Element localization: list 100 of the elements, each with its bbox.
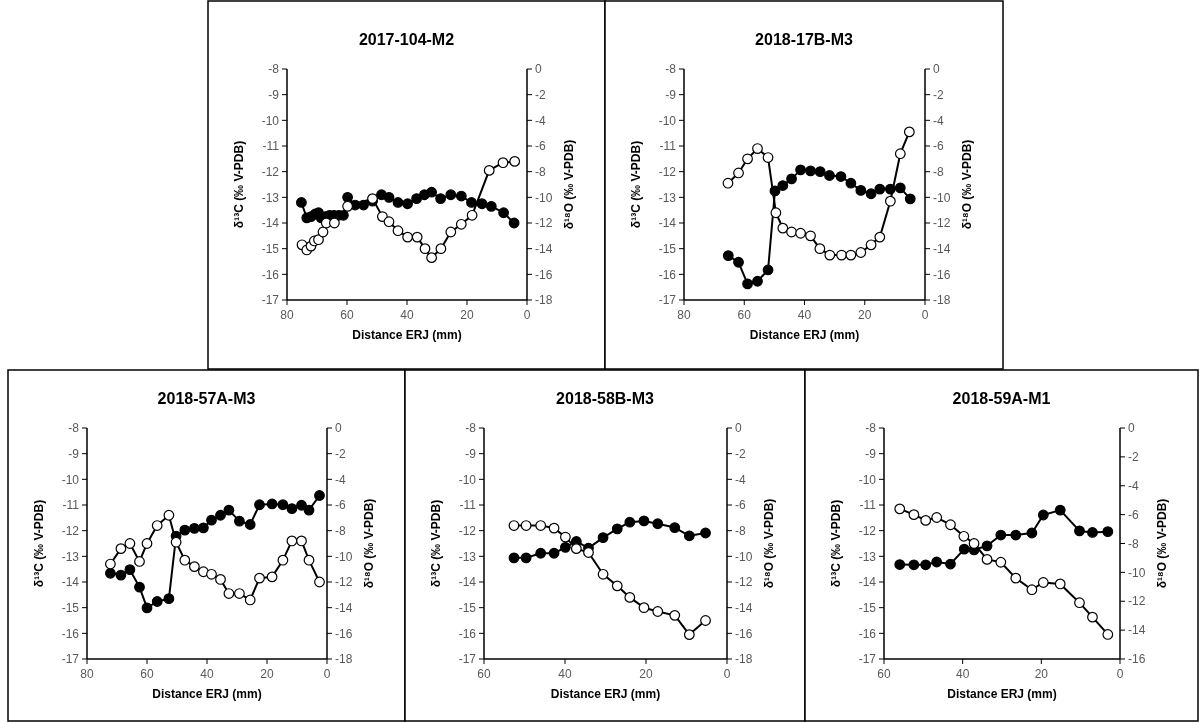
- y-axis-title: δ¹³C (‰ V-PDB): [629, 140, 643, 229]
- y-axis-title: δ¹³C (‰ V-PDB): [232, 140, 246, 229]
- y2-axis-title: δ¹⁸O (‰ V-PDB): [960, 139, 974, 230]
- y-tick-label: -16: [658, 267, 677, 282]
- y2-tick-label: -14: [535, 241, 553, 256]
- x-tick-label: 60: [737, 308, 752, 322]
- y-tick-label: -11: [62, 498, 80, 513]
- y-tick-label: -13: [261, 190, 280, 205]
- y2-tick-label: -4: [735, 472, 746, 487]
- y-tick-label: -15: [261, 241, 280, 256]
- y-tick-label: -14: [858, 575, 877, 590]
- y2-tick-label: -8: [335, 523, 346, 538]
- x-tick-label: 40: [200, 667, 214, 681]
- x-tick-label: 40: [797, 308, 812, 322]
- y2-tick-label: -10: [535, 190, 553, 205]
- y2-tick-label: -4: [1128, 478, 1139, 493]
- y2-tick-label: -6: [933, 139, 944, 154]
- y-axis-title: δ¹³C (‰ V-PDB): [429, 499, 443, 588]
- y2-axis-title: δ¹⁸O (‰ V-PDB): [362, 498, 376, 589]
- y2-tick-label: -10: [335, 549, 353, 564]
- y-tick-label: -9: [68, 446, 80, 461]
- y2-tick-label: -10: [1128, 565, 1146, 580]
- y2-tick-label: -14: [735, 600, 753, 615]
- y-tick-label: -17: [658, 293, 677, 308]
- y2-tick-label: -6: [535, 139, 546, 154]
- y-tick-label: -17: [61, 652, 80, 667]
- y-tick-label: -12: [658, 164, 677, 179]
- y2-axis-title: δ¹⁸O (‰ V-PDB): [762, 498, 776, 589]
- y2-tick-label: -2: [1128, 450, 1139, 465]
- y-tick-label: -16: [61, 626, 80, 641]
- y-tick-label: -17: [458, 652, 477, 667]
- x-tick-label: 40: [558, 667, 572, 681]
- y2-tick-label: -10: [735, 549, 753, 564]
- y-tick-label: -8: [665, 62, 677, 77]
- chart-title: 2017-104-M2: [358, 31, 455, 48]
- y2-tick-label: -6: [735, 498, 746, 513]
- y-tick-label: -9: [268, 87, 280, 102]
- y2-axis-title: δ¹⁸O (‰ V-PDB): [562, 139, 576, 230]
- x-tick-label: 20: [639, 667, 653, 681]
- y-tick-label: -10: [61, 472, 80, 487]
- y2-tick-label: -18: [535, 293, 553, 308]
- y-axis-title: δ¹³C (‰ V-PDB): [829, 499, 843, 588]
- y-tick-label: -14: [458, 575, 477, 590]
- chart-title: 2018-17B-M3: [755, 31, 854, 48]
- x-axis-title: Distance ERJ (mm): [352, 328, 462, 342]
- y2-tick-label: -8: [735, 523, 746, 538]
- y2-tick-label: -8: [1128, 536, 1139, 551]
- y2-tick-label: -10: [933, 190, 951, 205]
- chart-title: 2018-57A-M3: [157, 390, 256, 407]
- y2-tick-label: -18: [735, 652, 753, 667]
- x-tick-label: 80: [80, 667, 94, 681]
- x-tick-label: 40: [955, 667, 970, 681]
- y-tick-label: -13: [61, 549, 80, 564]
- y-tick-label: -15: [658, 241, 677, 256]
- y2-tick-label: -2: [933, 87, 944, 102]
- y-tick-label: -12: [458, 523, 477, 538]
- y-tick-label: -8: [268, 62, 280, 77]
- y2-tick-label: -14: [1128, 623, 1146, 638]
- y2-tick-label: -4: [535, 113, 546, 128]
- y-tick-label: -14: [658, 216, 677, 231]
- y2-tick-label: -2: [535, 87, 546, 102]
- x-tick-label: 20: [460, 308, 474, 322]
- y-tick-label: -13: [858, 549, 877, 564]
- y2-tick-label: -12: [535, 216, 553, 231]
- x-axis-title: Distance ERJ (mm): [550, 687, 661, 701]
- y2-tick-label: -16: [933, 267, 951, 282]
- y-tick-label: -8: [465, 421, 477, 436]
- y2-tick-label: -2: [735, 446, 746, 461]
- y2-tick-label: -12: [1128, 594, 1146, 609]
- y2-tick-label: 0: [335, 421, 342, 436]
- y2-axis-title: δ¹⁸O (‰ V-PDB): [1155, 498, 1169, 589]
- y-tick-label: -14: [61, 575, 80, 590]
- y2-tick-label: -16: [535, 267, 553, 282]
- y-tick-label: -10: [458, 472, 477, 487]
- x-tick-label: 20: [858, 308, 872, 322]
- y-tick-label: -10: [261, 113, 280, 128]
- y2-tick-label: -6: [335, 498, 346, 513]
- y-tick-label: -11: [262, 139, 280, 154]
- chart-title: 2018-58B-M3: [556, 390, 655, 407]
- y2-tick-label: 0: [1128, 421, 1135, 436]
- y2-tick-label: -18: [335, 652, 353, 667]
- y2-tick-label: -4: [933, 113, 944, 128]
- y-tick-label: -11: [459, 498, 477, 513]
- y-tick-label: -17: [261, 293, 280, 308]
- y2-tick-label: -6: [1128, 507, 1139, 522]
- x-tick-label: 40: [400, 308, 414, 322]
- y2-tick-label: -16: [335, 626, 353, 641]
- x-tick-label: 20: [260, 667, 274, 681]
- y2-tick-label: 0: [735, 421, 742, 436]
- y2-tick-label: 0: [933, 62, 940, 77]
- x-tick-label: 0: [1116, 667, 1124, 681]
- y2-tick-label: -8: [535, 164, 546, 179]
- x-tick-label: 20: [1034, 667, 1049, 681]
- y-tick-label: -8: [865, 421, 877, 436]
- y-tick-label: -13: [658, 190, 677, 205]
- y-tick-label: -12: [858, 523, 877, 538]
- x-tick-label: 80: [280, 308, 294, 322]
- y-tick-label: -15: [61, 600, 80, 615]
- y2-tick-label: -8: [933, 164, 944, 179]
- x-tick-label: 0: [323, 667, 331, 681]
